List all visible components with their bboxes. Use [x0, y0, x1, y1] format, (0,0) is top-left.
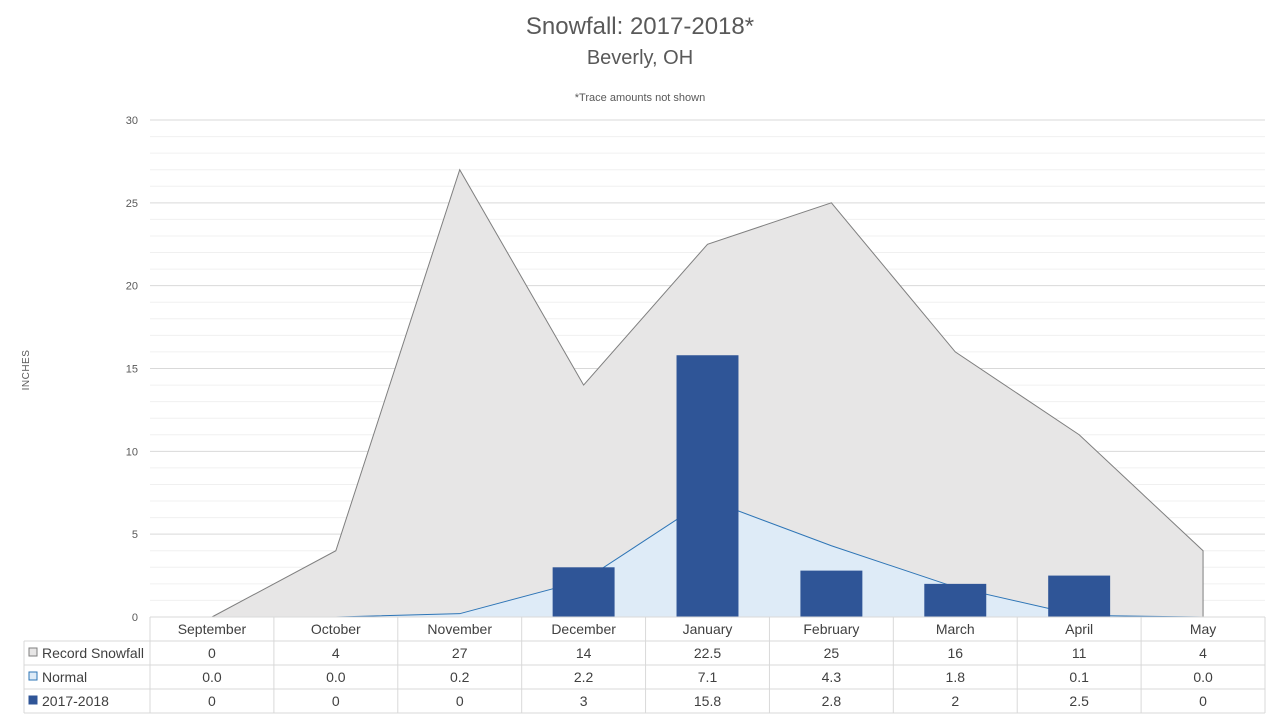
data-label: 4 [332, 645, 340, 661]
y-tick-label: 25 [126, 198, 138, 210]
data-label: 22.5 [694, 645, 721, 661]
data-label: 0.0 [1193, 669, 1213, 685]
chart-title: Snowfall: 2017-2018* [526, 13, 754, 40]
bar [924, 583, 987, 617]
data-label: 2.2 [574, 669, 594, 685]
data-label: 3 [580, 693, 588, 709]
data-label: 0 [208, 645, 216, 661]
data-label: 0 [1199, 693, 1207, 709]
data-label: 0.1 [1069, 669, 1089, 685]
data-label: 16 [947, 645, 963, 661]
bar [552, 567, 615, 617]
y-tick-label: 20 [126, 281, 138, 293]
data-label: 0 [208, 693, 216, 709]
x-category-label: March [936, 621, 975, 637]
data-label: 4.3 [822, 669, 842, 685]
data-table: September October November December January F… [23, 616, 1266, 714]
area-line-record-snowfall [211, 168, 1204, 618]
chart-footnote: *Trace amounts not shown [575, 92, 705, 104]
data-label: 0 [332, 693, 340, 709]
data-label: 14 [576, 645, 592, 661]
legend-key [28, 695, 38, 705]
data-label: 2.8 [822, 693, 842, 709]
data-label: 7.1 [698, 669, 718, 685]
legend-label: Normal [42, 669, 87, 685]
data-label: 1.8 [946, 669, 966, 685]
data-label: 4 [1199, 645, 1207, 661]
y-axis-ticks: 0 5 10 15 20 25 30 [126, 115, 138, 624]
data-label: 0.2 [450, 669, 470, 685]
x-category-label: October [311, 621, 361, 637]
bar [800, 570, 863, 617]
x-category-label: September [178, 621, 247, 637]
y-tick-label: 0 [132, 612, 138, 624]
x-category-label: November [427, 621, 492, 637]
data-label: 0.0 [202, 669, 222, 685]
y-tick-label: 5 [132, 529, 138, 541]
y-tick-label: 10 [126, 446, 138, 458]
x-category-label: May [1190, 621, 1216, 637]
x-category-label: January [683, 621, 733, 637]
data-label: 2 [951, 693, 959, 709]
x-category-label: February [803, 621, 859, 637]
bar-series [552, 355, 1111, 617]
data-label: 25 [824, 645, 840, 661]
data-label: 0.0 [326, 669, 346, 685]
data-label: 15.8 [694, 693, 721, 709]
data-label: 11 [1072, 645, 1087, 661]
x-category-label: April [1065, 621, 1093, 637]
y-tick-label: 15 [126, 364, 138, 376]
y-tick-label: 30 [126, 115, 138, 127]
x-category-label: December [551, 621, 616, 637]
data-label: 27 [452, 645, 468, 661]
legend-label: 2017-2018 [42, 693, 109, 709]
legend-label: Record Snowfall [42, 645, 144, 661]
legend-key [28, 647, 38, 657]
bar [1048, 575, 1111, 617]
bar [676, 355, 739, 617]
data-label: 2.5 [1069, 693, 1089, 709]
y-axis-label: INCHES [21, 350, 32, 391]
legend-key [28, 671, 38, 681]
chart-subtitle: Beverly, OH [587, 47, 693, 69]
data-label: 0 [456, 693, 464, 709]
